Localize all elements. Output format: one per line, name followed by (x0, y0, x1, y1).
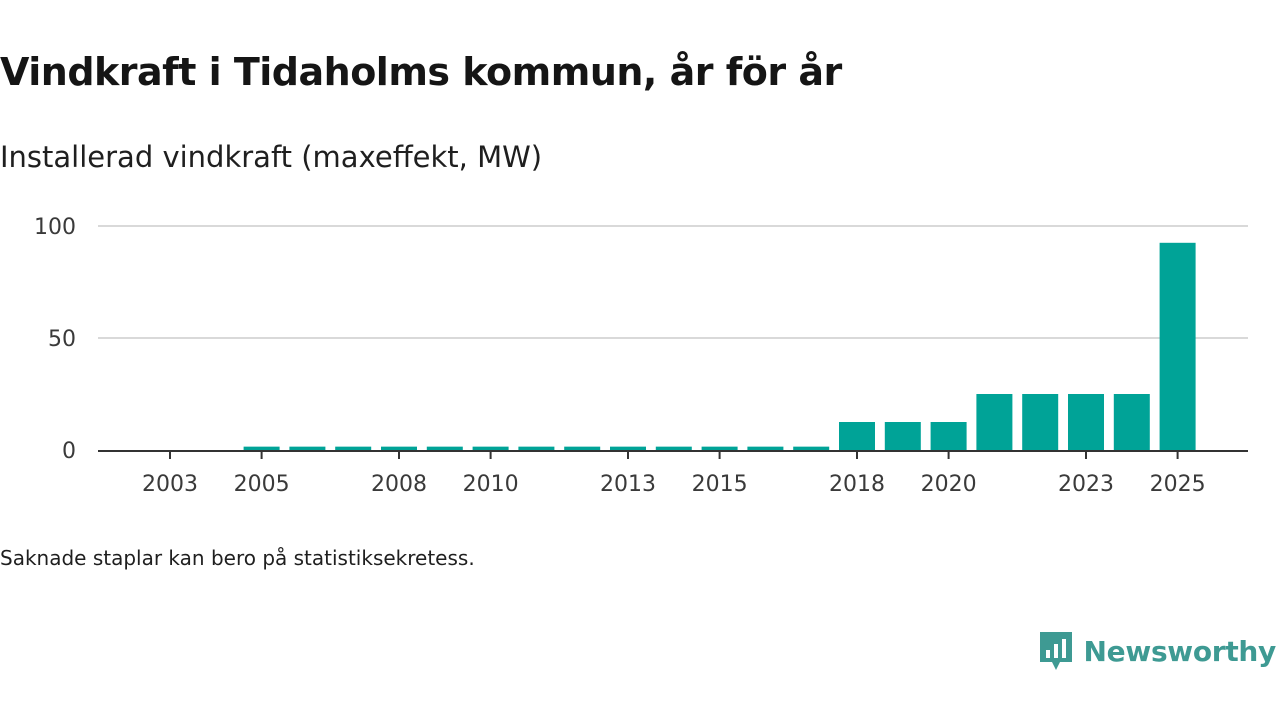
y-axis-ticks: 0 50 100 (34, 215, 76, 464)
x-tick-label: 2008 (371, 472, 427, 497)
bar-2023 (1068, 394, 1104, 450)
bar-2021 (976, 394, 1013, 450)
x-tick-label: 2013 (600, 472, 656, 497)
bar-2014 (655, 446, 692, 450)
x-tick-label: 2018 (829, 472, 885, 497)
bar-2007 (335, 446, 372, 450)
gridlines (98, 225, 1248, 339)
bars (243, 242, 1196, 450)
x-tick-label: 2005 (234, 472, 290, 497)
y-tick-label: 50 (48, 327, 76, 352)
x-tick-label: 2003 (142, 472, 198, 497)
brand-name: Newsworthy (1083, 634, 1277, 668)
chart-subtitle: Installerad vindkraft (maxeffekt, MW) (0, 140, 543, 174)
bar-2009 (426, 446, 463, 450)
bar-2005 (243, 446, 280, 450)
bar-2018 (839, 422, 875, 450)
x-tick-label: 2023 (1058, 472, 1114, 497)
brand-logo: Newsworthy (1038, 630, 1276, 672)
bar-2017 (793, 446, 830, 450)
chart-title: Vindkraft i Tidaholms kommun, år för år (0, 50, 842, 94)
x-axis-ticks: 2003 2005 2008 2010 2013 2015 2018 2020 2023 2025 (142, 451, 1206, 497)
y-tick-label: 100 (34, 215, 76, 240)
x-tick-label: 2025 (1150, 472, 1206, 497)
x-tick-label: 2015 (692, 472, 748, 497)
bar-2006 (289, 446, 326, 450)
bar-2010 (472, 446, 509, 450)
bar-2025 (1159, 242, 1196, 450)
bar-2008 (381, 446, 417, 450)
bar-2019 (884, 422, 921, 450)
bar-2011 (518, 446, 555, 450)
x-tick-label: 2010 (463, 472, 519, 497)
newsworthy-logo-icon (1039, 632, 1072, 670)
bar-2016 (747, 446, 784, 450)
bar-2012 (564, 446, 601, 450)
bar-2015 (701, 446, 738, 450)
bar-2020 (930, 422, 967, 450)
x-tick-label: 2020 (921, 472, 977, 497)
bar-2022 (1022, 394, 1059, 450)
footnote: Saknade staplar kan bero på statistiksek… (0, 546, 475, 570)
bar-2024 (1113, 394, 1150, 450)
bar-2013 (610, 446, 646, 450)
y-tick-label: 0 (62, 439, 76, 464)
